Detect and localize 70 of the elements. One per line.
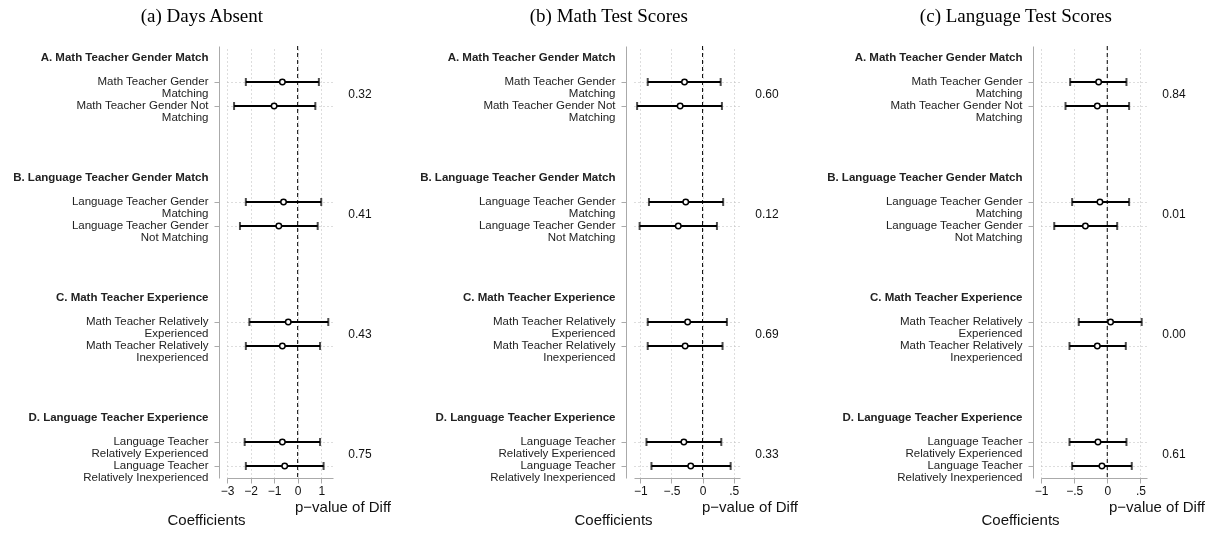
x-axis-title: Coefficients	[574, 510, 653, 528]
text: 0.69	[755, 327, 779, 341]
y-tick-label: Language Teacher Relatively Inexperienced	[490, 459, 616, 483]
y-tick-label: Language Teacher Gender Not Matching	[71, 219, 209, 243]
y-tick-label: Language Teacher Relatively Experienced	[498, 435, 616, 459]
y-tick-label: Language Teacher Gender Not Matching	[478, 219, 616, 243]
chart-title: (a) Days Absent	[140, 4, 264, 27]
text: 0.01	[1162, 207, 1186, 221]
x-tick-label: −.5	[1066, 483, 1084, 498]
text: D. Language Teacher Experience	[435, 411, 616, 423]
y-tick-label: Math Teacher Gender Matching	[504, 75, 616, 99]
x-tick-label: 1	[318, 483, 326, 498]
text: C. Math Teacher Experience	[462, 291, 616, 303]
x-tick-label: −1	[267, 483, 282, 498]
x-axis-title: Coefficients	[167, 510, 246, 528]
text: D. Language Teacher Experience	[28, 411, 209, 423]
text: 0.12	[755, 207, 779, 221]
y-tick-label: Language Teacher Gender Matching	[478, 195, 616, 219]
text: p−value of Diff	[1108, 498, 1206, 515]
y-tick-label: Math Teacher Gender Not Matching	[890, 99, 1024, 123]
text: 0.60	[755, 87, 779, 101]
y-tick-label: Language Teacher Gender Matching	[885, 195, 1023, 219]
x-tick-label: −1	[1034, 483, 1049, 498]
y-tick-label: Math Teacher Relatively Experienced	[899, 315, 1023, 339]
x-tick-label: 0	[294, 483, 302, 498]
y-tick-label: Math Teacher Relatively Experienced	[492, 315, 616, 339]
text: 0.43	[348, 327, 372, 341]
text: p−value of Diff	[701, 498, 799, 515]
x-tick-label: −2	[244, 483, 259, 498]
y-tick-label: Language Teacher Gender Matching	[71, 195, 209, 219]
text: A. Math Teacher Gender Match	[854, 51, 1023, 63]
y-tick-label: Language Teacher Relatively Experienced	[905, 435, 1023, 459]
y-tick-label: Math Teacher Relatively Inexperienced	[492, 339, 616, 363]
y-tick-label: Language Teacher Relatively Inexperienced	[83, 459, 209, 483]
x-tick-label: −.5	[663, 483, 681, 498]
y-tick-label: Language Teacher Relatively Experienced	[91, 435, 209, 459]
x-tick-label: −1	[633, 483, 648, 498]
x-tick-label: 0	[1104, 483, 1112, 498]
x-axis-title: Coefficients	[981, 510, 1060, 528]
text: 0.41	[348, 207, 372, 221]
text: p−value of Diff	[294, 498, 392, 515]
text: D. Language Teacher Experience	[842, 411, 1023, 423]
text: 0.33	[755, 447, 779, 461]
y-tick-label: Math Teacher Gender Matching	[911, 75, 1023, 99]
text: C. Math Teacher Experience	[869, 291, 1023, 303]
y-tick-label: Math Teacher Gender Not Matching	[483, 99, 617, 123]
text: B. Language Teacher Gender Match	[13, 171, 209, 183]
text: 0.32	[348, 87, 372, 101]
text: A. Math Teacher Gender Match	[447, 51, 616, 63]
y-tick-label: Math Teacher Gender Matching	[97, 75, 209, 99]
text: 0.75	[348, 447, 372, 461]
chart-title: (c) Language Test Scores	[919, 4, 1112, 27]
y-tick-label: Language Teacher Relatively Inexperienced	[897, 459, 1023, 483]
y-tick-label: Math Teacher Relatively Inexperienced	[899, 339, 1023, 363]
x-tick-label: .5	[729, 483, 740, 498]
x-tick-label: −3	[220, 483, 235, 498]
text: 0.84	[1162, 87, 1186, 101]
y-tick-label: Math Teacher Gender Not Matching	[76, 99, 210, 123]
text: B. Language Teacher Gender Match	[827, 171, 1023, 183]
text: C. Math Teacher Experience	[55, 291, 209, 303]
chart-title: (b) Math Test Scores	[529, 4, 688, 27]
y-tick-label: Math Teacher Relatively Inexperienced	[85, 339, 209, 363]
text: B. Language Teacher Gender Match	[420, 171, 616, 183]
y-tick-label: Math Teacher Relatively Experienced	[85, 315, 209, 339]
text: 0.61	[1162, 447, 1186, 461]
text: A. Math Teacher Gender Match	[40, 51, 209, 63]
y-tick-label: Language Teacher Gender Not Matching	[885, 219, 1023, 243]
text: 0.00	[1162, 327, 1186, 341]
x-tick-label: 0	[699, 483, 707, 498]
x-tick-label: .5	[1135, 483, 1147, 498]
